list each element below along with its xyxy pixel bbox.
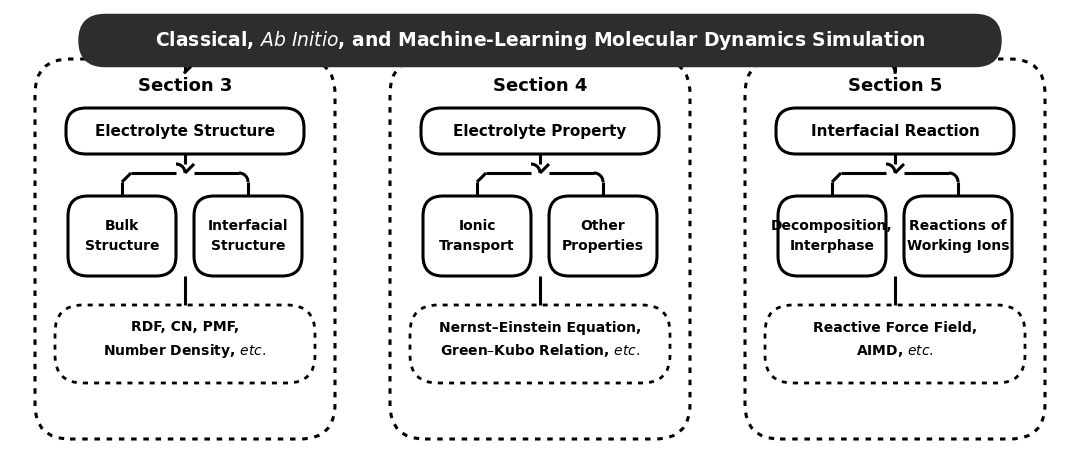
Text: Electrolyte Structure: Electrolyte Structure [95,123,275,138]
FancyBboxPatch shape [66,108,303,154]
Text: Bulk
Structure: Bulk Structure [84,219,159,253]
Text: RDF, CN, PMF,
Number Density, $\mathit{etc.}$: RDF, CN, PMF, Number Density, $\mathit{e… [104,320,267,360]
FancyBboxPatch shape [777,108,1014,154]
FancyBboxPatch shape [194,196,302,276]
FancyBboxPatch shape [390,59,690,439]
FancyBboxPatch shape [904,196,1012,276]
FancyBboxPatch shape [421,108,659,154]
FancyBboxPatch shape [778,196,886,276]
Text: Section 5: Section 5 [848,77,942,95]
Text: Section 3: Section 3 [138,77,232,95]
Text: Other
Properties: Other Properties [562,219,644,253]
FancyBboxPatch shape [68,196,176,276]
FancyBboxPatch shape [410,305,670,383]
FancyBboxPatch shape [745,59,1045,439]
Text: Section 4: Section 4 [492,77,588,95]
FancyBboxPatch shape [55,305,315,383]
FancyBboxPatch shape [35,59,335,439]
Text: Interfacial Reaction: Interfacial Reaction [811,123,980,138]
FancyBboxPatch shape [765,305,1025,383]
Text: Interfacial
Structure: Interfacial Structure [207,219,288,253]
FancyBboxPatch shape [423,196,531,276]
Text: Ionic
Transport: Ionic Transport [440,219,515,253]
Text: Reactive Force Field,
AIMD, $\mathit{etc.}$: Reactive Force Field, AIMD, $\mathit{etc… [813,321,977,359]
Text: Nernst–Einstein Equation,
Green–Kubo Relation, $\mathit{etc.}$: Nernst–Einstein Equation, Green–Kubo Rel… [438,321,642,359]
FancyBboxPatch shape [549,196,657,276]
Text: Electrolyte Property: Electrolyte Property [454,123,626,138]
Text: Reactions of
Working Ions: Reactions of Working Ions [907,219,1009,253]
Text: Decomposition,
Interphase: Decomposition, Interphase [771,219,893,253]
FancyBboxPatch shape [80,15,1000,66]
Text: Classical, $\mathbf{\mathit{Ab\ Initio}}$, and Machine-Learning Molecular Dynami: Classical, $\mathbf{\mathit{Ab\ Initio}}… [154,29,926,52]
